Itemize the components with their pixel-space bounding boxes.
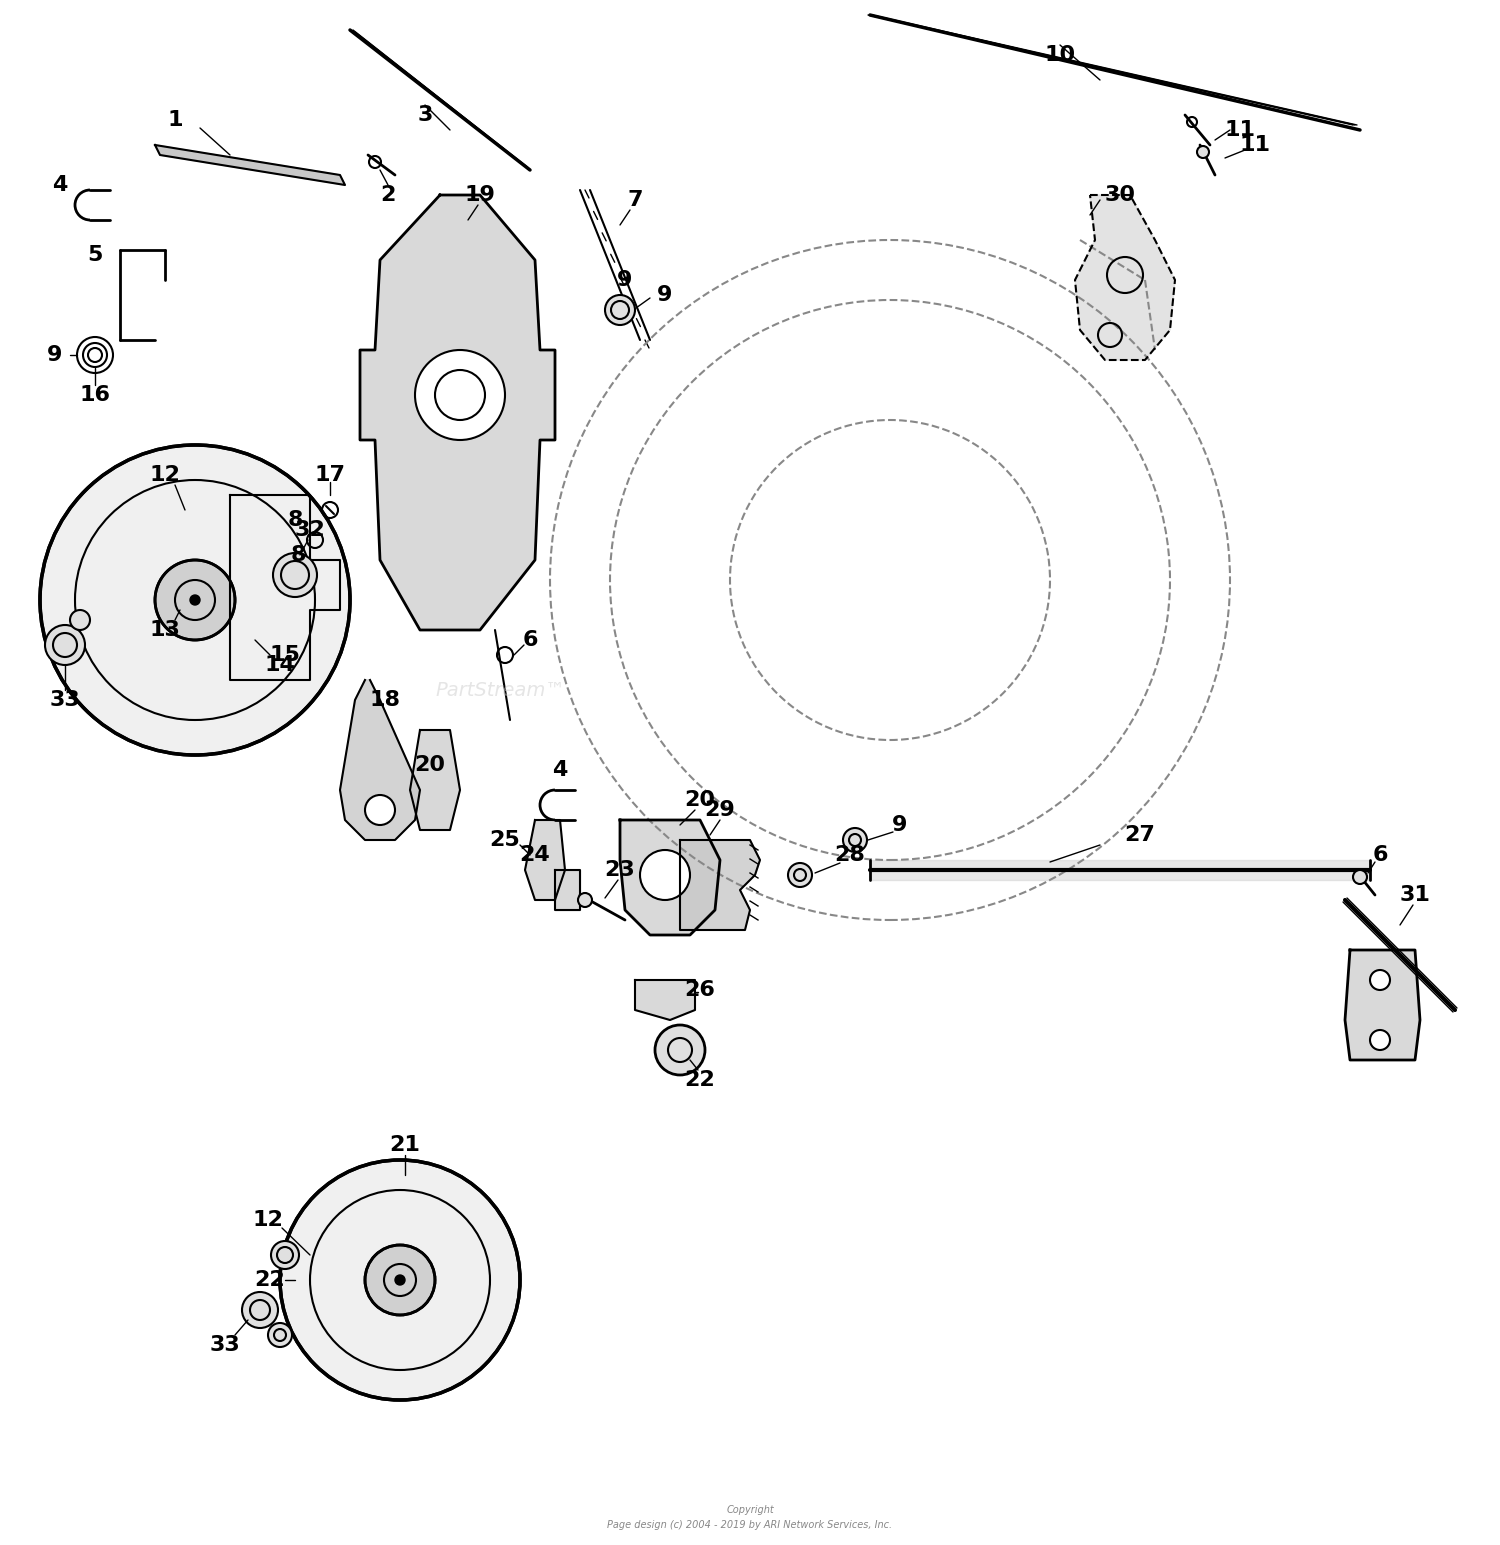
Circle shape xyxy=(70,610,90,630)
Text: 26: 26 xyxy=(684,980,716,1000)
Text: 7: 7 xyxy=(627,190,642,210)
Text: 9: 9 xyxy=(657,284,672,304)
Circle shape xyxy=(1370,1031,1390,1051)
Text: 9: 9 xyxy=(48,345,63,365)
Text: 28: 28 xyxy=(834,845,866,865)
Circle shape xyxy=(272,1241,298,1268)
Text: 25: 25 xyxy=(489,830,520,850)
Polygon shape xyxy=(870,861,1370,881)
Text: 22: 22 xyxy=(684,1071,716,1091)
Polygon shape xyxy=(525,820,566,901)
Text: 9: 9 xyxy=(892,816,908,834)
Text: 23: 23 xyxy=(604,861,636,881)
Text: 22: 22 xyxy=(255,1270,285,1290)
Circle shape xyxy=(45,626,86,664)
Text: 2: 2 xyxy=(381,185,396,205)
Polygon shape xyxy=(230,494,340,680)
Circle shape xyxy=(280,1160,520,1400)
Circle shape xyxy=(1370,970,1390,990)
Text: 8: 8 xyxy=(288,510,303,530)
Text: 4: 4 xyxy=(552,760,567,780)
Text: 8: 8 xyxy=(291,545,306,565)
Circle shape xyxy=(268,1323,292,1347)
Text: 33: 33 xyxy=(210,1335,240,1355)
Text: 33: 33 xyxy=(50,691,81,711)
Polygon shape xyxy=(410,729,460,830)
Text: 3: 3 xyxy=(417,105,432,125)
Text: 1: 1 xyxy=(168,110,183,130)
Text: 11: 11 xyxy=(1239,134,1270,154)
Circle shape xyxy=(788,864,812,887)
Circle shape xyxy=(1353,870,1366,884)
Text: 30: 30 xyxy=(1104,185,1136,205)
Text: 20: 20 xyxy=(414,756,446,776)
Circle shape xyxy=(394,1275,405,1285)
Circle shape xyxy=(364,1245,435,1315)
Text: 14: 14 xyxy=(264,655,296,675)
Polygon shape xyxy=(1076,195,1174,360)
Text: 5: 5 xyxy=(87,246,102,266)
Text: 6: 6 xyxy=(522,630,537,650)
Text: 9: 9 xyxy=(618,270,633,290)
Text: 29: 29 xyxy=(705,800,735,820)
Text: 17: 17 xyxy=(315,465,345,485)
Text: 19: 19 xyxy=(465,185,495,205)
Circle shape xyxy=(364,796,394,825)
Text: 12: 12 xyxy=(150,465,180,485)
Text: 18: 18 xyxy=(369,691,400,711)
Circle shape xyxy=(640,850,690,901)
Circle shape xyxy=(190,595,200,606)
Circle shape xyxy=(273,553,316,596)
Polygon shape xyxy=(555,870,580,910)
Text: 11: 11 xyxy=(1224,121,1256,141)
Text: PartStream™: PartStream™ xyxy=(435,680,566,700)
Text: 16: 16 xyxy=(80,385,111,405)
Text: 10: 10 xyxy=(1044,45,1076,65)
Text: 13: 13 xyxy=(150,620,180,640)
Polygon shape xyxy=(680,840,760,930)
Text: 4: 4 xyxy=(53,175,68,195)
Text: 21: 21 xyxy=(390,1136,420,1156)
Circle shape xyxy=(242,1292,278,1329)
Text: 27: 27 xyxy=(1125,825,1155,845)
Circle shape xyxy=(1197,145,1209,158)
Text: Copyright: Copyright xyxy=(726,1505,774,1516)
Polygon shape xyxy=(620,820,720,935)
Circle shape xyxy=(843,828,867,851)
Text: 31: 31 xyxy=(1400,885,1431,905)
Polygon shape xyxy=(1346,950,1420,1060)
Circle shape xyxy=(578,893,592,907)
Text: 12: 12 xyxy=(252,1210,284,1230)
Polygon shape xyxy=(154,145,345,185)
Text: Page design (c) 2004 - 2019 by ARI Network Services, Inc.: Page design (c) 2004 - 2019 by ARI Netwo… xyxy=(608,1520,892,1530)
Circle shape xyxy=(604,295,634,324)
Circle shape xyxy=(40,445,350,756)
Text: 15: 15 xyxy=(270,644,300,664)
Circle shape xyxy=(416,351,506,440)
Text: 32: 32 xyxy=(294,521,326,541)
Text: 20: 20 xyxy=(684,789,716,810)
Circle shape xyxy=(154,559,236,640)
Polygon shape xyxy=(340,680,420,840)
Polygon shape xyxy=(360,195,555,630)
Circle shape xyxy=(656,1024,705,1075)
Polygon shape xyxy=(634,980,694,1020)
Text: 6: 6 xyxy=(1372,845,1388,865)
Text: 24: 24 xyxy=(519,845,550,865)
